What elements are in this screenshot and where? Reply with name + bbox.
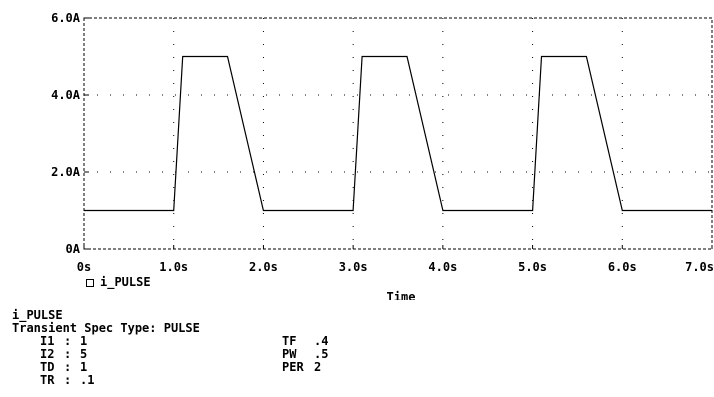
plot-frame [83,17,713,250]
x-tick-label: 4.0s [428,260,457,274]
y-tick-label: 0A [66,242,81,256]
x-axis-label: Time [387,290,416,300]
y-tick-label: 6.0A [51,11,81,25]
param-key-tr: TR [40,373,55,387]
grid [84,18,712,249]
param-sep-i2: : [64,347,72,361]
param-key-per: PER [282,360,304,374]
param-sep-td: : [64,360,72,374]
param-sep-i1: : [64,334,72,348]
param-key-i1: I1 [40,334,55,348]
y-tick-label: 2.0A [51,165,81,179]
x-tick-label: 7.0s [685,260,714,274]
param-value-i1: 1 [80,334,88,348]
series-line [84,55,712,212]
param-key-tf: TF [282,334,297,348]
x-tick-label: 0s [77,260,91,274]
param-value-per: 2 [314,360,322,374]
x-tick-label: 6.0s [608,260,637,274]
y-tick-label: 4.0A [51,88,81,102]
param-value-tr: .1 [80,373,95,387]
param-key-pw: PW [282,347,297,361]
param-sep-tr: : [64,373,72,387]
param-value-td: 1 [80,360,88,374]
param-key-td: TD [40,360,55,374]
axis-ticks: 0s 1.0s 2.0s 3.0s 4.0s 5.0s 6.0s 7.0s 0A 2.0A 4.0A… [51,11,714,274]
spec-type-line: Transient Spec Type: PULSE [12,321,200,335]
x-tick-label: 3.0s [339,260,368,274]
x-tick-label: 2.0s [249,260,278,274]
x-tick-label: 1.0s [159,260,188,274]
param-key-i2: I2 [40,347,55,361]
legend-marker [86,279,94,287]
param-value-pw: .5 [314,347,329,361]
series-layer [84,55,712,212]
legend-label: i_PULSE [100,275,151,290]
param-value-tf: .4 [314,334,329,348]
spec-name: i_PULSE [12,308,63,322]
pulse-chart: 0s 1.0s 2.0s 3.0s 4.0s 5.0s 6.0s 7.0s 0A 2.0A 4.0A… [51,11,714,300]
x-tick-label: 5.0s [518,260,547,274]
param-value-i2: 5 [80,347,88,361]
